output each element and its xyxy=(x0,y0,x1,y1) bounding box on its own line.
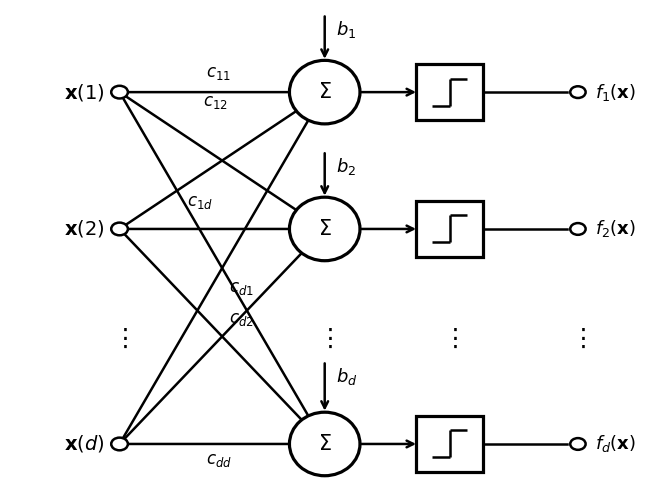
Text: $c_{d1}$: $c_{d1}$ xyxy=(229,279,254,297)
Text: $\mathbf{x}(d)$: $\mathbf{x}(d)$ xyxy=(64,433,105,454)
Bar xyxy=(416,64,484,120)
Circle shape xyxy=(570,86,586,98)
Text: $c_{12}$: $c_{12}$ xyxy=(203,93,228,111)
Text: $c_{d2}$: $c_{d2}$ xyxy=(229,310,254,329)
Text: $\vdots$: $\vdots$ xyxy=(112,327,128,351)
Text: $b_d$: $b_d$ xyxy=(337,366,358,387)
Text: $f_d(\mathbf{x})$: $f_d(\mathbf{x})$ xyxy=(595,433,636,454)
Text: $\Sigma$: $\Sigma$ xyxy=(318,434,331,454)
Text: $\mathbf{x}(2)$: $\mathbf{x}(2)$ xyxy=(64,219,105,240)
Text: $c_{1d}$: $c_{1d}$ xyxy=(187,193,213,211)
Ellipse shape xyxy=(290,412,360,476)
Text: $\Sigma$: $\Sigma$ xyxy=(318,219,331,239)
Circle shape xyxy=(111,86,128,98)
Ellipse shape xyxy=(290,197,360,261)
Text: $\vdots$: $\vdots$ xyxy=(442,327,458,351)
Circle shape xyxy=(570,438,586,450)
Bar xyxy=(416,416,484,472)
Ellipse shape xyxy=(290,60,360,124)
Circle shape xyxy=(111,438,128,450)
Text: $f_1(\mathbf{x})$: $f_1(\mathbf{x})$ xyxy=(595,82,636,102)
Text: $\mathbf{x}(1)$: $\mathbf{x}(1)$ xyxy=(64,82,105,102)
Text: $\vdots$: $\vdots$ xyxy=(570,327,586,351)
Circle shape xyxy=(111,223,128,235)
Circle shape xyxy=(570,223,586,235)
Text: $\Sigma$: $\Sigma$ xyxy=(318,82,331,102)
Text: $b_1$: $b_1$ xyxy=(337,19,357,40)
Text: $\vdots$: $\vdots$ xyxy=(317,327,333,351)
Text: $c_{dd}$: $c_{dd}$ xyxy=(206,451,232,469)
Text: $c_{11}$: $c_{11}$ xyxy=(206,64,231,82)
Bar xyxy=(416,201,484,257)
Text: $f_2(\mathbf{x})$: $f_2(\mathbf{x})$ xyxy=(595,219,636,240)
Text: $b_2$: $b_2$ xyxy=(337,156,356,176)
